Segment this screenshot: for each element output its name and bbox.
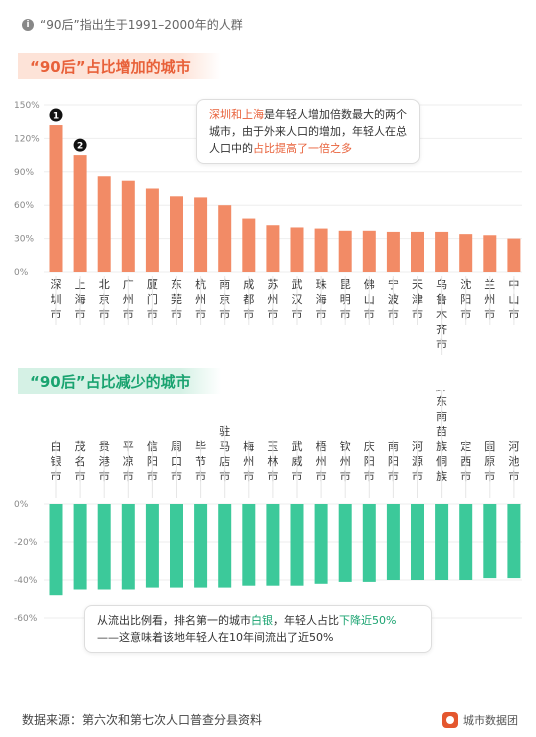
bar-decrease [121,504,135,590]
bar-decrease [170,504,183,588]
callout-city: 白银 [251,614,273,627]
bar-increase [145,188,159,272]
brand-logo-icon [442,712,458,728]
bar-decrease [362,504,376,582]
bar-decrease [338,504,352,582]
y-tick-label: 0% [14,268,29,278]
decrease-chart-title: “90后”占比减少的城市 [18,368,221,394]
y-tick-label: 0% [14,500,29,510]
increase-callout: 深圳和上海是年轻人增加倍数最大的两个城市，由于外来人口的增加，年轻人在总人口中的… [196,99,420,164]
y-tick-label: -20% [14,538,38,548]
bar-decrease [49,504,63,596]
bar-increase [338,230,352,272]
bar-decrease [145,504,159,588]
bar-increase [266,225,280,272]
bar-increase [97,176,111,272]
bar-increase [459,234,473,272]
bar-decrease [266,504,280,586]
callout-highlight-cities: 深圳和上海 [209,108,264,121]
bar-increase [49,125,63,272]
y-tick-label: 120% [14,134,40,144]
bar-increase [242,218,256,272]
bar-increase [435,231,449,272]
bar-decrease [97,504,111,590]
rank-badge [49,108,63,122]
bar-increase [507,238,521,272]
y-tick-label: -40% [14,576,38,586]
y-tick-label: 60% [14,201,34,211]
bar-decrease [483,504,497,579]
brand-name: 城市数据团 [463,714,518,727]
bar-decrease [507,504,521,579]
rank-badge-label: 2 [77,142,83,152]
bar-decrease [218,504,232,588]
brand: 城市数据团 [442,712,518,728]
bar-increase [121,180,135,272]
bar-decrease [435,504,449,580]
increase-chart-title: “90后”占比增加的城市 [18,53,221,79]
bar-decrease [194,504,208,588]
y-tick-label: -60% [14,614,38,624]
definition-note-text: “90后”指出生于1991–2000年的人群 [40,18,243,32]
bar-decrease [386,504,400,580]
bar-increase [483,235,497,272]
bar-increase [362,230,376,272]
info-icon: i [22,18,34,31]
bar-increase [170,196,183,272]
bar-decrease [290,504,304,586]
bar-decrease [459,504,473,580]
bar-increase [73,155,87,272]
bar-increase [314,228,328,272]
y-tick-label: 90% [14,168,34,178]
bar-decrease [73,504,87,590]
decrease-callout: 从流出比例看，排名第一的城市白银，年轻人占比下降近50% ——这意味着该地年轻人在… [84,605,432,653]
rank-badge-label: 1 [53,112,59,122]
y-tick-label: 150% [14,101,40,111]
callout-body: 是年轻人增加倍数最大的两个城市，由于外来人口的增加，年轻人在总人口中的 [209,108,407,155]
rank-badge [73,138,87,152]
callout-highlight-result: 占比提高了一倍之多 [253,142,352,155]
bar-increase [290,227,304,272]
decrease-chart: 0%-20%-40%-60%白银市茂名市贵港市平凉市信阳市周口市毕节市驻马店市梅… [14,390,522,624]
callout-tail: ——这意味着该地年轻人在10年间流出了近50% [97,631,334,644]
bar-increase [218,205,232,272]
bar-decrease [411,504,424,580]
data-source: 数据来源：第六次和第七次人口普查分县资料 [22,713,263,727]
callout-mid: ，年轻人占比 [273,614,339,627]
y-tick-label: 30% [14,235,34,245]
callout-drop: 下降近50% [339,614,397,627]
increase-chart: 150%120%90%60%30%0%12深圳市上海市北京市广州市厦门市东莞市杭… [14,101,522,355]
bar-increase [194,197,208,272]
bar-increase [411,231,424,272]
bar-decrease [242,504,256,586]
callout-lead: 从流出比例看，排名第一的城市 [97,614,251,627]
bar-decrease [314,504,328,584]
definition-note: i “90后”指出生于1991–2000年的人群 [22,16,243,33]
bar-increase [386,231,400,272]
